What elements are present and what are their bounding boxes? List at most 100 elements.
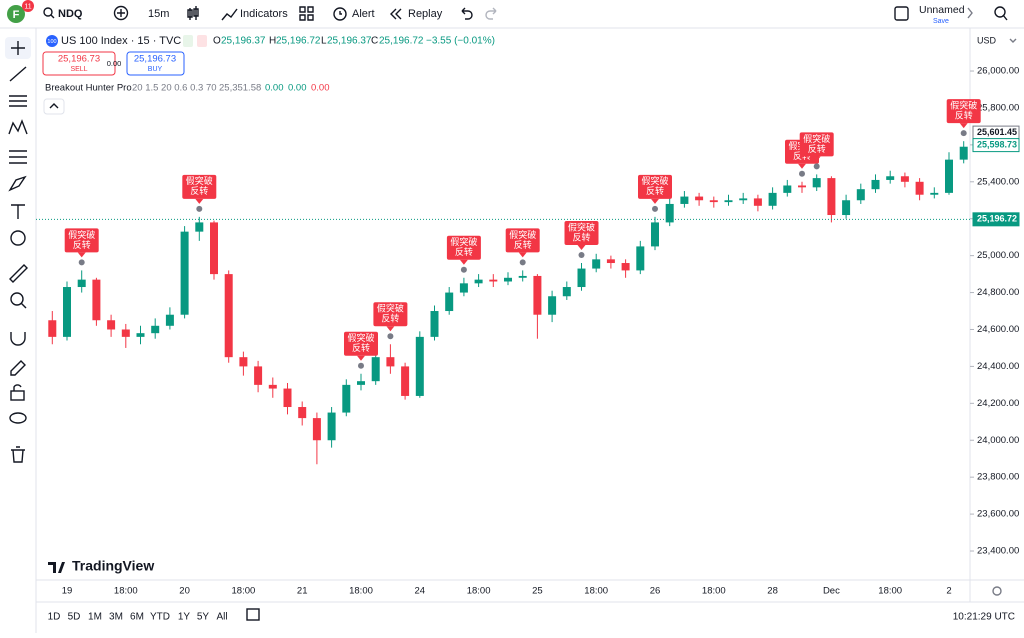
- candle-body: [533, 275, 542, 315]
- range-button[interactable]: All: [216, 612, 227, 623]
- x-tick-label: 18:00: [349, 586, 373, 597]
- buy-button[interactable]: [126, 51, 185, 76]
- chart-type-icon[interactable]: [187, 6, 199, 20]
- search-icon[interactable]: [43, 7, 53, 17]
- dropdown-icon[interactable]: [967, 7, 973, 19]
- text-tool[interactable]: [11, 204, 25, 219]
- calendar-icon[interactable]: [246, 608, 260, 621]
- layout-name[interactable]: Unnamed: [919, 4, 965, 16]
- x-tick-label: 18:00: [584, 586, 608, 597]
- range-button[interactable]: 3M: [109, 612, 123, 623]
- layout-checkbox[interactable]: [894, 6, 909, 21]
- lock-tool[interactable]: [10, 390, 25, 401]
- crosshair-tool[interactable]: [11, 41, 25, 55]
- annotation-text: 反转: [572, 231, 590, 242]
- layouts-icon[interactable]: [299, 6, 314, 21]
- lock-draw-tool[interactable]: [10, 360, 26, 376]
- candle-body: [121, 329, 130, 337]
- compare-icon[interactable]: [113, 5, 129, 21]
- sell-button[interactable]: [42, 51, 116, 76]
- projection-tool[interactable]: [9, 150, 27, 164]
- currency[interactable]: USD: [977, 35, 997, 45]
- candle-body: [856, 189, 865, 201]
- y-tick-label: 25,000.00: [977, 250, 1019, 261]
- brush-tool[interactable]: [8, 175, 27, 192]
- x-tick-label: 18:00: [114, 586, 138, 597]
- alert-button[interactable]: Alert: [352, 8, 375, 20]
- range-button[interactable]: 5D: [68, 612, 81, 623]
- candle-body: [504, 277, 512, 282]
- pattern-tool[interactable]: [8, 119, 28, 135]
- symbol-logo: [46, 35, 58, 47]
- price-label: 25,196.72: [977, 214, 1017, 224]
- range-button[interactable]: 1M: [88, 612, 102, 623]
- badge: [22, 0, 34, 12]
- range-button[interactable]: YTD: [150, 612, 170, 623]
- candle-body: [871, 179, 880, 190]
- save-button[interactable]: Save: [933, 18, 949, 25]
- candle-body: [327, 412, 336, 441]
- candle-body: [900, 176, 909, 182]
- avatar[interactable]: [7, 5, 25, 23]
- signal-dot: [196, 205, 203, 212]
- candle-body: [445, 292, 454, 312]
- fib-tool[interactable]: [9, 95, 27, 107]
- redo-icon[interactable]: [485, 7, 497, 20]
- price-label-box: [972, 138, 1020, 153]
- y-tick-label: 23,400.00: [977, 546, 1019, 557]
- interval[interactable]: 15m: [148, 8, 169, 20]
- indicator-value: 0.00: [311, 83, 330, 94]
- annotation-text: 反转: [646, 185, 664, 196]
- annotation-box: [799, 132, 834, 157]
- range-button[interactable]: 1D: [48, 612, 61, 623]
- y-tick-label: 24,400.00: [977, 361, 1019, 372]
- candle-body: [415, 336, 424, 396]
- range-button[interactable]: 6M: [130, 612, 144, 623]
- settings-icon[interactable]: [992, 586, 1002, 596]
- change: −3.55 (−0.01%): [426, 36, 495, 47]
- trash-tool[interactable]: [11, 446, 25, 463]
- ruler-tool[interactable]: [9, 264, 28, 283]
- indicators-button[interactable]: Indicators: [240, 8, 288, 20]
- symbol[interactable]: NDQ: [58, 8, 83, 20]
- annotation-pointer: [195, 198, 204, 204]
- trendline-tool[interactable]: [9, 66, 27, 82]
- alert-icon[interactable]: [333, 7, 347, 21]
- symbol-logo-text: 100: [47, 39, 56, 45]
- range-button[interactable]: 1Y: [178, 612, 191, 623]
- indicators-icon[interactable]: [221, 8, 238, 21]
- candle-body: [48, 320, 57, 337]
- replay-icon[interactable]: [390, 8, 402, 20]
- y-tick-label: 23,600.00: [977, 509, 1019, 520]
- snapshot-icon[interactable]: [994, 6, 1006, 18]
- signal-dot: [799, 170, 805, 177]
- candle-body: [562, 287, 571, 297]
- ohlc-value: 25,196.72: [276, 36, 321, 47]
- candle-body: [92, 279, 101, 321]
- annotation-text: 反转: [514, 239, 532, 250]
- collapse-button[interactable]: [43, 98, 65, 115]
- candle-body: [577, 268, 586, 288]
- annotation-text: 反转: [955, 110, 973, 121]
- range-button[interactable]: 5Y: [197, 612, 210, 623]
- magnet-tool[interactable]: [10, 332, 26, 346]
- icon-tool[interactable]: [10, 230, 26, 246]
- candle-body: [386, 357, 395, 367]
- annotation-box: [564, 221, 599, 246]
- annotation-text: 反转: [352, 342, 370, 353]
- visibility-tool[interactable]: [9, 412, 27, 424]
- annotation-pointer: [518, 252, 527, 258]
- zoom-tool[interactable]: [10, 292, 24, 306]
- x-tick-label: 18:00: [702, 586, 726, 597]
- undo-icon[interactable]: [461, 7, 473, 20]
- x-tick-label: Dec: [823, 586, 840, 597]
- candle-body: [401, 366, 410, 396]
- sell-price: 25,196.73: [58, 54, 100, 65]
- candle-body: [695, 196, 704, 201]
- y-tick-label: 25,800.00: [977, 102, 1019, 113]
- replay-button[interactable]: Replay: [408, 8, 443, 20]
- annotation-text: 假突破: [509, 229, 536, 240]
- ohlc-value: 25,196.37: [221, 36, 266, 47]
- annotation-text: 假突破: [950, 100, 977, 111]
- signal-dot: [578, 252, 585, 259]
